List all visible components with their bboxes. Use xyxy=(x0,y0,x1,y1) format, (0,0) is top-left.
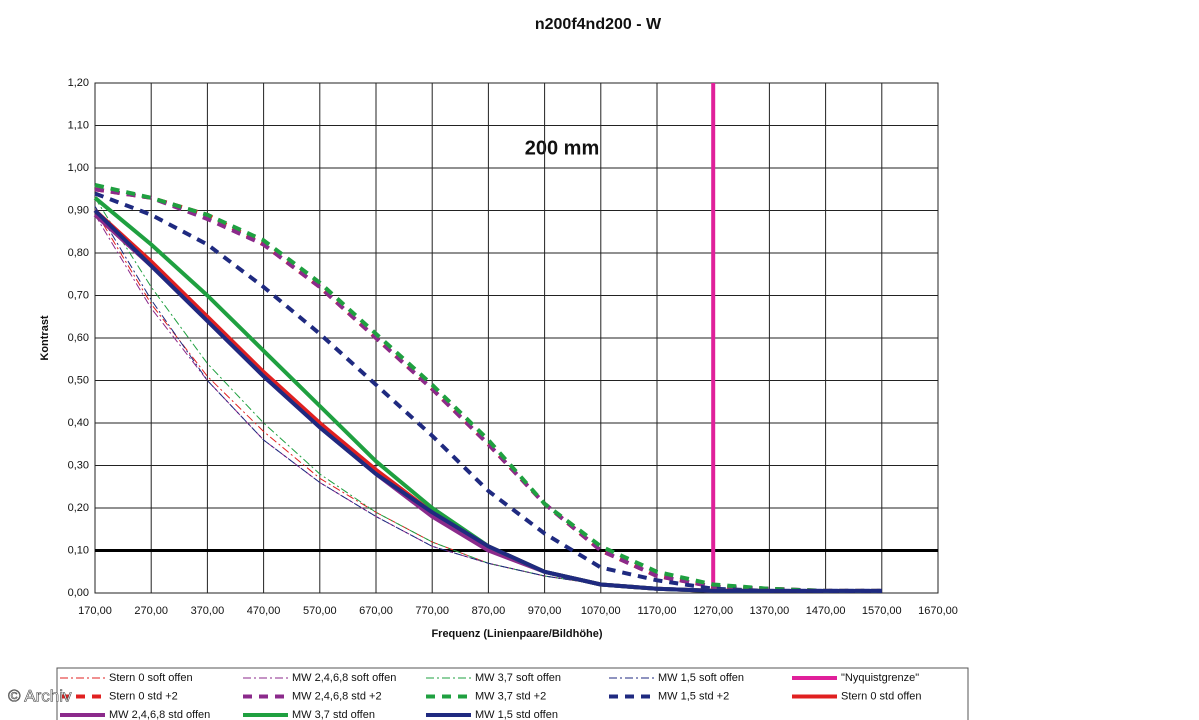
y-tick-label: 1,00 xyxy=(68,162,89,174)
y-tick-label: 0,80 xyxy=(68,247,89,259)
legend-label: MW 2,4,6,8 std offen xyxy=(109,709,210,720)
legend-label: MW 1,5 soft offen xyxy=(658,672,744,684)
series-line xyxy=(94,197,601,585)
legend-box xyxy=(56,667,969,720)
plot-border xyxy=(94,82,939,594)
x-tick-label: 1070,00 xyxy=(581,605,621,617)
y-tick-label: 0,40 xyxy=(68,417,89,429)
y-tick-label: 0,60 xyxy=(68,332,89,344)
legend-label: MW 2,4,6,8 std +2 xyxy=(292,690,382,702)
x-tick-label: 470,00 xyxy=(247,605,281,617)
series-line xyxy=(94,214,601,585)
legend-label: Stern 0 soft offen xyxy=(109,672,193,684)
y-tick-label: 0,90 xyxy=(68,204,89,216)
y-tick-label: 1,10 xyxy=(68,119,89,131)
x-tick-label: 270,00 xyxy=(134,605,168,617)
y-axis-label: Kontrast xyxy=(39,315,51,361)
x-tick-label: 1370,00 xyxy=(750,605,790,617)
y-tick-label: 0,20 xyxy=(68,502,89,514)
x-tick-label: 170,00 xyxy=(78,605,112,617)
x-tick-label: 370,00 xyxy=(191,605,225,617)
y-tick-label: 0,70 xyxy=(68,289,89,301)
legend-label: MW 3,7 std +2 xyxy=(475,690,546,702)
x-axis-label: Frequenz (Linienpaare/Bildhöhe) xyxy=(431,628,602,640)
legend-label: MW 2,4,6,8 soft offen xyxy=(292,672,396,684)
legend-label: MW 3,7 soft offen xyxy=(475,672,561,684)
series-line xyxy=(93,209,882,593)
series-line xyxy=(94,210,601,585)
series-line xyxy=(94,205,601,585)
legend-label: Stern 0 std offen xyxy=(841,690,922,702)
legend-label: MW 1,5 std offen xyxy=(475,709,558,720)
legend-label: MW 1,5 std +2 xyxy=(658,690,729,702)
annotation: 200 mm xyxy=(525,137,600,159)
series-line xyxy=(94,183,882,593)
x-tick-label: 570,00 xyxy=(303,605,337,617)
x-tick-label: 670,00 xyxy=(359,605,393,617)
y-tick-label: 0,30 xyxy=(68,459,89,471)
watermark: © Archiv xyxy=(8,686,72,705)
x-tick-label: 770,00 xyxy=(415,605,449,617)
x-tick-label: 870,00 xyxy=(472,605,506,617)
legend-label: "Nyquistgrenze" xyxy=(841,672,919,684)
x-tick-label: 970,00 xyxy=(528,605,562,617)
y-tick-label: 1,20 xyxy=(68,77,89,89)
y-tick-label: 0,50 xyxy=(68,374,89,386)
x-tick-label: 1170,00 xyxy=(638,605,677,617)
y-tick-label: 0,10 xyxy=(68,544,89,556)
x-tick-label: 1670,00 xyxy=(918,605,958,617)
legend-label: Stern 0 std +2 xyxy=(109,690,178,702)
x-tick-label: 1570,00 xyxy=(862,605,902,617)
chart-title: n200f4nd200 - W xyxy=(535,16,662,33)
legend-label: MW 3,7 std offen xyxy=(292,709,375,720)
y-tick-label: 0,00 xyxy=(68,587,89,599)
x-tick-label: 1470,00 xyxy=(806,605,846,617)
x-tick-label: 1270,00 xyxy=(693,605,733,617)
